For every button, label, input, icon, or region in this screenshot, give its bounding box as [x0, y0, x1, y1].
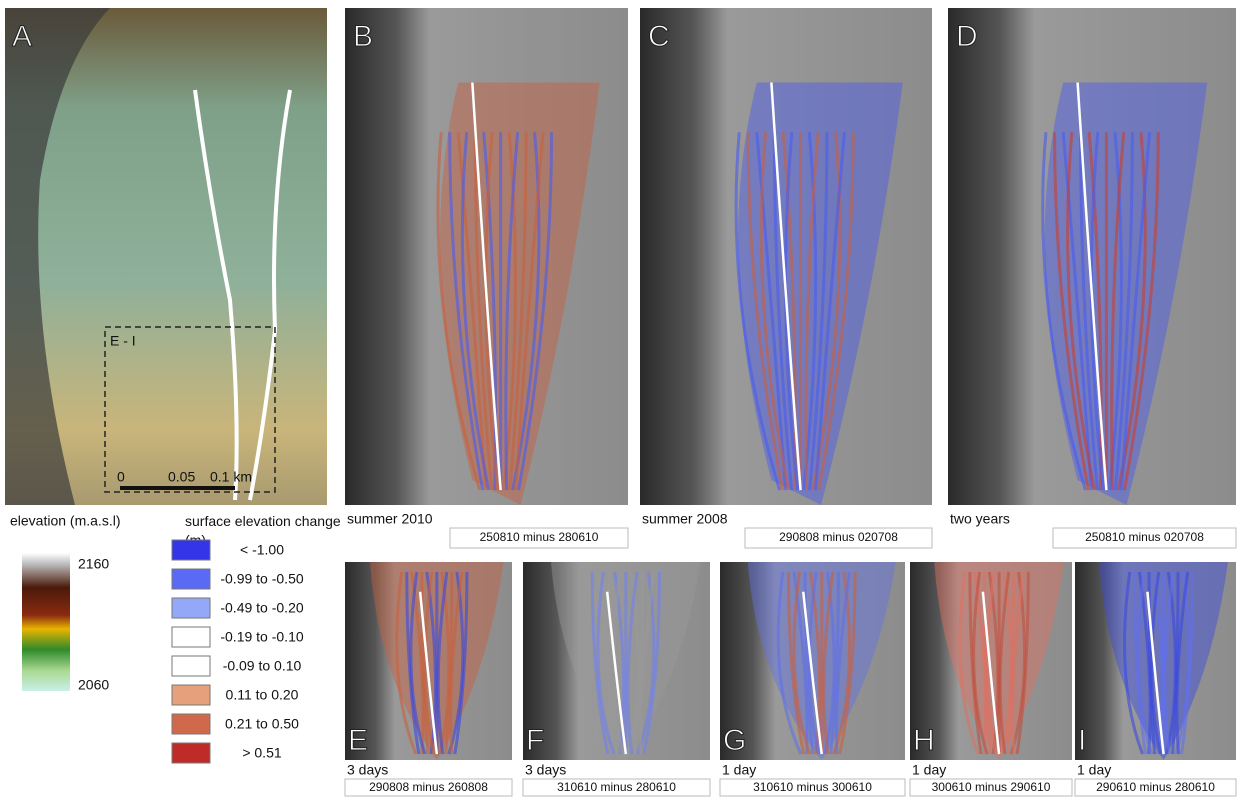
map	[345, 8, 628, 505]
panel-letter: B	[353, 20, 373, 53]
legend-swatch	[172, 540, 210, 560]
legend-label: -0.49 to -0.20	[220, 600, 303, 616]
panel-letter: A	[12, 20, 32, 53]
scale-label: 0	[117, 469, 125, 485]
elevation-legend: elevation (m.a.s.l) 2160 2060	[10, 513, 120, 693]
panel-caption: summer 2010	[347, 511, 433, 527]
date-range: 250810 minus 020708	[1085, 530, 1204, 544]
legend-swatch	[172, 714, 210, 734]
panel-letter: D	[956, 20, 978, 53]
legend-title: elevation (m.a.s.l)	[10, 513, 120, 529]
panel-a: E - I 0 0.05 0.1 km A	[5, 8, 327, 505]
legend-max: 2160	[78, 556, 109, 572]
panel-letter: I	[1078, 724, 1086, 757]
map	[345, 562, 512, 760]
panel-caption: 3 days	[525, 762, 566, 778]
panel-caption: summer 2008	[642, 511, 728, 527]
map	[523, 562, 710, 760]
panel-caption: two years	[950, 511, 1010, 527]
legend-swatch	[172, 656, 210, 676]
scale-label: 0.05	[168, 469, 195, 485]
date-range: 290808 minus 020708	[779, 530, 898, 544]
legend-swatch	[172, 743, 210, 763]
date-range: 290808 minus 260808	[369, 780, 488, 794]
panel-letter: H	[913, 724, 935, 757]
date-range: 250810 minus 280610	[480, 530, 599, 544]
map	[720, 562, 905, 760]
panel-caption: 1 day	[912, 762, 946, 778]
color-ramp	[22, 553, 70, 691]
legend-min: 2060	[78, 677, 109, 693]
legend-label: -0.19 to -0.10	[220, 629, 303, 645]
panel-letter: F	[526, 724, 544, 757]
legend-swatch	[172, 685, 210, 705]
panel-caption: 1 day	[1077, 762, 1111, 778]
legend-label: -0.99 to -0.50	[220, 571, 303, 587]
figure: E - I 0 0.05 0.1 km A elevation (m.a.s.l…	[0, 0, 1238, 797]
legend-swatch	[172, 627, 210, 647]
legend-label: > 0.51	[242, 745, 282, 761]
panel-letter: G	[723, 724, 746, 757]
date-range: 300610 minus 290610	[932, 780, 1051, 794]
inset-label: E - I	[110, 333, 136, 349]
legend-label: 0.21 to 0.50	[225, 716, 299, 732]
change-legend: surface elevation change(m) < -1.00-0.99…	[172, 513, 341, 763]
panel-caption: 1 day	[722, 762, 756, 778]
legend-swatch	[172, 569, 210, 589]
map	[1075, 562, 1236, 760]
panel-letter: E	[348, 724, 368, 757]
date-range: 310610 minus 300610	[753, 780, 872, 794]
map	[948, 8, 1236, 505]
date-range: 290610 minus 280610	[1096, 780, 1215, 794]
panel-caption: 3 days	[347, 762, 388, 778]
legend-label: < -1.00	[240, 542, 284, 558]
legend-swatch	[172, 598, 210, 618]
date-range: 310610 minus 280610	[557, 780, 676, 794]
legend-label: -0.09 to 0.10	[223, 658, 302, 674]
scale-label: 0.1 km	[210, 469, 252, 485]
map	[640, 8, 932, 505]
panel-letter: C	[648, 20, 670, 53]
legend-label: 0.11 to 0.20	[226, 687, 299, 703]
